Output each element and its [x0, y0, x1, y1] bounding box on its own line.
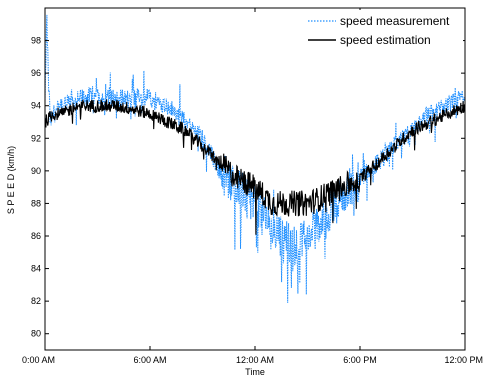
plot-frame: [44, 7, 466, 351]
x-axis-title: Time: [245, 367, 265, 377]
x-tick-label: 12:00 AM: [236, 355, 274, 365]
series-line-measurement: [44, 14, 466, 303]
legend-label-measurement: speed measurement: [340, 14, 450, 28]
y-tick-label: 92: [31, 133, 41, 143]
y-tick-label: 90: [31, 166, 41, 176]
y-tick-label: 96: [31, 68, 41, 78]
legend-label-estimation: speed estimation: [340, 33, 431, 47]
series-layer: [44, 14, 466, 303]
x-axis: 0:00 AM 6:00 AM 12:00 AM 6:00 PM 12:00 PM: [22, 8, 483, 365]
y-tick-label: 82: [31, 296, 41, 306]
y-tick-label: 86: [31, 231, 41, 241]
legend-box: [304, 10, 463, 54]
x-tick-label: 6:00 AM: [133, 355, 166, 365]
y-tick-label: 98: [31, 36, 41, 46]
y-tick-label: 84: [31, 264, 41, 274]
legend: speed measurement speed estimation: [304, 10, 463, 54]
y-axis: 80 82 84 86 88 90 92 94 96 98: [31, 36, 465, 339]
x-tick-label: 6:00 PM: [343, 355, 377, 365]
y-tick-label: 80: [31, 329, 41, 339]
series-line-estimation: [44, 99, 466, 235]
y-tick-label: 94: [31, 101, 41, 111]
y-tick-label: 88: [31, 198, 41, 208]
y-axis-title: S P E E D (km/h): [6, 146, 16, 214]
x-tick-label: 0:00 AM: [22, 355, 55, 365]
x-tick-label: 12:00 PM: [444, 355, 483, 365]
